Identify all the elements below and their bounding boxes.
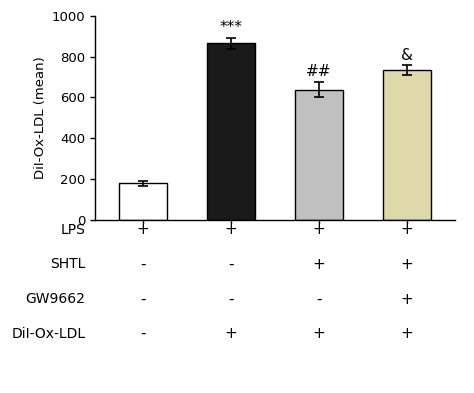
Text: +: + [312, 222, 325, 237]
Text: ***: *** [219, 20, 242, 35]
Bar [207, 43, 255, 220]
Y-axis label: DiI-Ox-LDL (mean): DiI-Ox-LDL (mean) [34, 57, 47, 179]
Text: -: - [316, 292, 321, 307]
Text: DiI-Ox-LDL: DiI-Ox-LDL [11, 327, 85, 341]
Text: &: & [401, 48, 413, 63]
Text: +: + [312, 326, 325, 341]
Bar [295, 90, 343, 220]
Bar [383, 70, 431, 220]
Text: +: + [401, 257, 413, 272]
Text: +: + [225, 326, 237, 341]
Text: GW9662: GW9662 [26, 292, 85, 306]
Text: ##: ## [306, 64, 332, 79]
Text: +: + [401, 222, 413, 237]
Text: -: - [140, 326, 146, 341]
Text: +: + [401, 292, 413, 307]
Text: -: - [228, 257, 234, 272]
Text: +: + [137, 222, 149, 237]
Text: +: + [401, 326, 413, 341]
Text: +: + [225, 222, 237, 237]
Text: +: + [312, 257, 325, 272]
Text: SHTL: SHTL [50, 257, 85, 272]
Bar [119, 183, 167, 220]
Text: -: - [140, 292, 146, 307]
Text: LPS: LPS [61, 223, 85, 237]
Text: -: - [140, 257, 146, 272]
Text: -: - [228, 292, 234, 307]
